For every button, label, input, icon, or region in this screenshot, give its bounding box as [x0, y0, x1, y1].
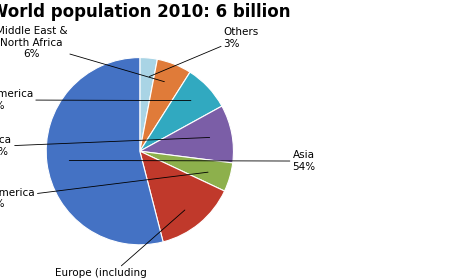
Wedge shape — [140, 151, 233, 191]
Text: Asia
54%: Asia 54% — [69, 150, 316, 172]
Text: North America
5%: North America 5% — [0, 172, 208, 209]
Text: Middle East &
North Africa
6%: Middle East & North Africa 6% — [0, 26, 164, 82]
Wedge shape — [140, 151, 225, 242]
Text: Others
3%: Others 3% — [149, 27, 259, 76]
Text: Latin America
8%: Latin America 8% — [0, 89, 191, 111]
Wedge shape — [140, 58, 157, 151]
Wedge shape — [140, 72, 222, 151]
Title: World population 2010: 6 billion: World population 2010: 6 billion — [0, 3, 290, 21]
Wedge shape — [140, 59, 190, 151]
Wedge shape — [46, 58, 163, 245]
Text: Europe (including
Russia)
14%: Europe (including Russia) 14% — [55, 210, 185, 280]
Text: Africa
10%: Africa 10% — [0, 136, 210, 157]
Wedge shape — [140, 106, 234, 163]
